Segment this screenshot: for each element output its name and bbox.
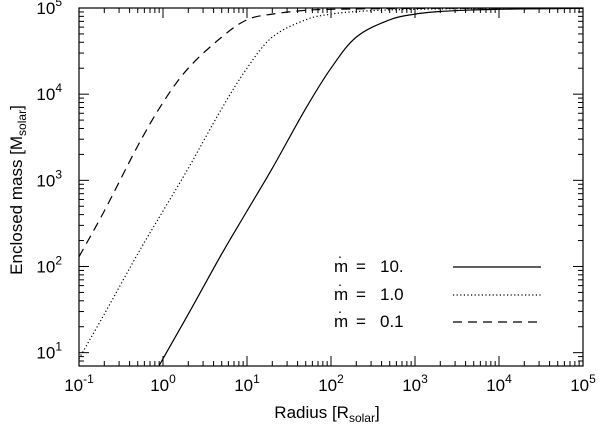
x-tick-label-base: 10	[318, 376, 337, 395]
x-tick-label: 101	[234, 372, 260, 395]
y-axis-label-text: Enclosed mass [M	[7, 136, 26, 275]
axis-ticks	[78, 7, 584, 367]
y-tick-label: 103	[36, 167, 62, 190]
x-tick-label-base: 10	[486, 376, 505, 395]
legend-entry: m . = 0.1	[334, 300, 541, 331]
y-tick-label: 104	[36, 81, 62, 104]
x-axis-label-suffix: ]	[375, 403, 380, 422]
y-tick-label-base: 10	[36, 171, 55, 190]
y-tick-label-base: 10	[36, 257, 55, 276]
series-lines	[79, 8, 583, 366]
legend-m-dot: .	[338, 245, 342, 261]
x-tick-label-exp: -1	[83, 372, 94, 386]
legend-entry: m . = 10.	[334, 245, 541, 276]
x-tick-label: 105	[570, 372, 596, 395]
plot-frame	[78, 7, 584, 367]
x-tick-label-base: 10	[150, 376, 169, 395]
x-tick-label-base: 10	[64, 376, 83, 395]
y-tick-label-base: 10	[36, 344, 55, 363]
y-tick-label: 101	[36, 340, 62, 363]
legend-m-dot: .	[338, 273, 342, 289]
x-axis-label-text: Radius [R	[274, 403, 349, 422]
x-axis-label: Radius [Rsolar]	[274, 403, 379, 425]
y-tick-label-exp: 3	[55, 167, 62, 181]
y-axis-label: Enclosed mass [Msolar]	[7, 105, 29, 275]
legend-m-symbol: m	[334, 312, 348, 331]
legend-equals: =	[356, 285, 366, 304]
legend: m . = 10. m . = 1.0 m . = 0.1	[334, 245, 541, 331]
y-axis-label-suffix: ]	[7, 105, 26, 110]
legend-m-symbol: m	[334, 257, 348, 276]
x-tick-label: 100	[150, 372, 176, 395]
x-tick-label: 102	[318, 372, 344, 395]
x-tick-label: 103	[402, 372, 428, 395]
y-tick-label-exp: 2	[55, 253, 62, 267]
legend-m-symbol: m	[334, 285, 348, 304]
x-tick-label-exp: 5	[589, 372, 596, 386]
x-tick-label-base: 10	[402, 376, 421, 395]
y-tick-label-exp: 4	[55, 81, 62, 95]
x-tick-label-base: 10	[234, 376, 253, 395]
x-axis-label-sub: solar	[349, 411, 375, 425]
y-tick-label-exp: 1	[55, 340, 62, 354]
y-tick-label-exp: 5	[55, 0, 62, 9]
legend-value: 0.1	[380, 312, 404, 331]
series-line-dashed	[79, 8, 583, 257]
legend-equals: =	[356, 312, 366, 331]
series-line-solid	[158, 8, 583, 366]
x-tick-label-exp: 2	[337, 372, 344, 386]
legend-value: 10.	[380, 257, 404, 276]
y-tick-label: 102	[36, 253, 62, 276]
x-tick-label-exp: 1	[253, 372, 260, 386]
y-axis-label-sub: solar	[15, 110, 29, 136]
series-line-dotted	[79, 8, 583, 359]
x-tick-label-base: 10	[570, 376, 589, 395]
y-tick-label: 105	[36, 0, 62, 18]
legend-entry: m . = 1.0	[334, 273, 541, 304]
x-tick-label: 104	[486, 372, 512, 395]
legend-value: 1.0	[380, 285, 404, 304]
y-tick-label-base: 10	[36, 85, 55, 104]
x-tick-label-exp: 3	[421, 372, 428, 386]
x-tick-label-exp: 4	[505, 372, 512, 386]
legend-m-dot: .	[338, 300, 342, 316]
legend-equals: =	[356, 257, 366, 276]
x-tick-label: 10-1	[64, 372, 94, 395]
y-tick-label-base: 10	[36, 0, 55, 18]
x-tick-label-exp: 0	[169, 372, 176, 386]
